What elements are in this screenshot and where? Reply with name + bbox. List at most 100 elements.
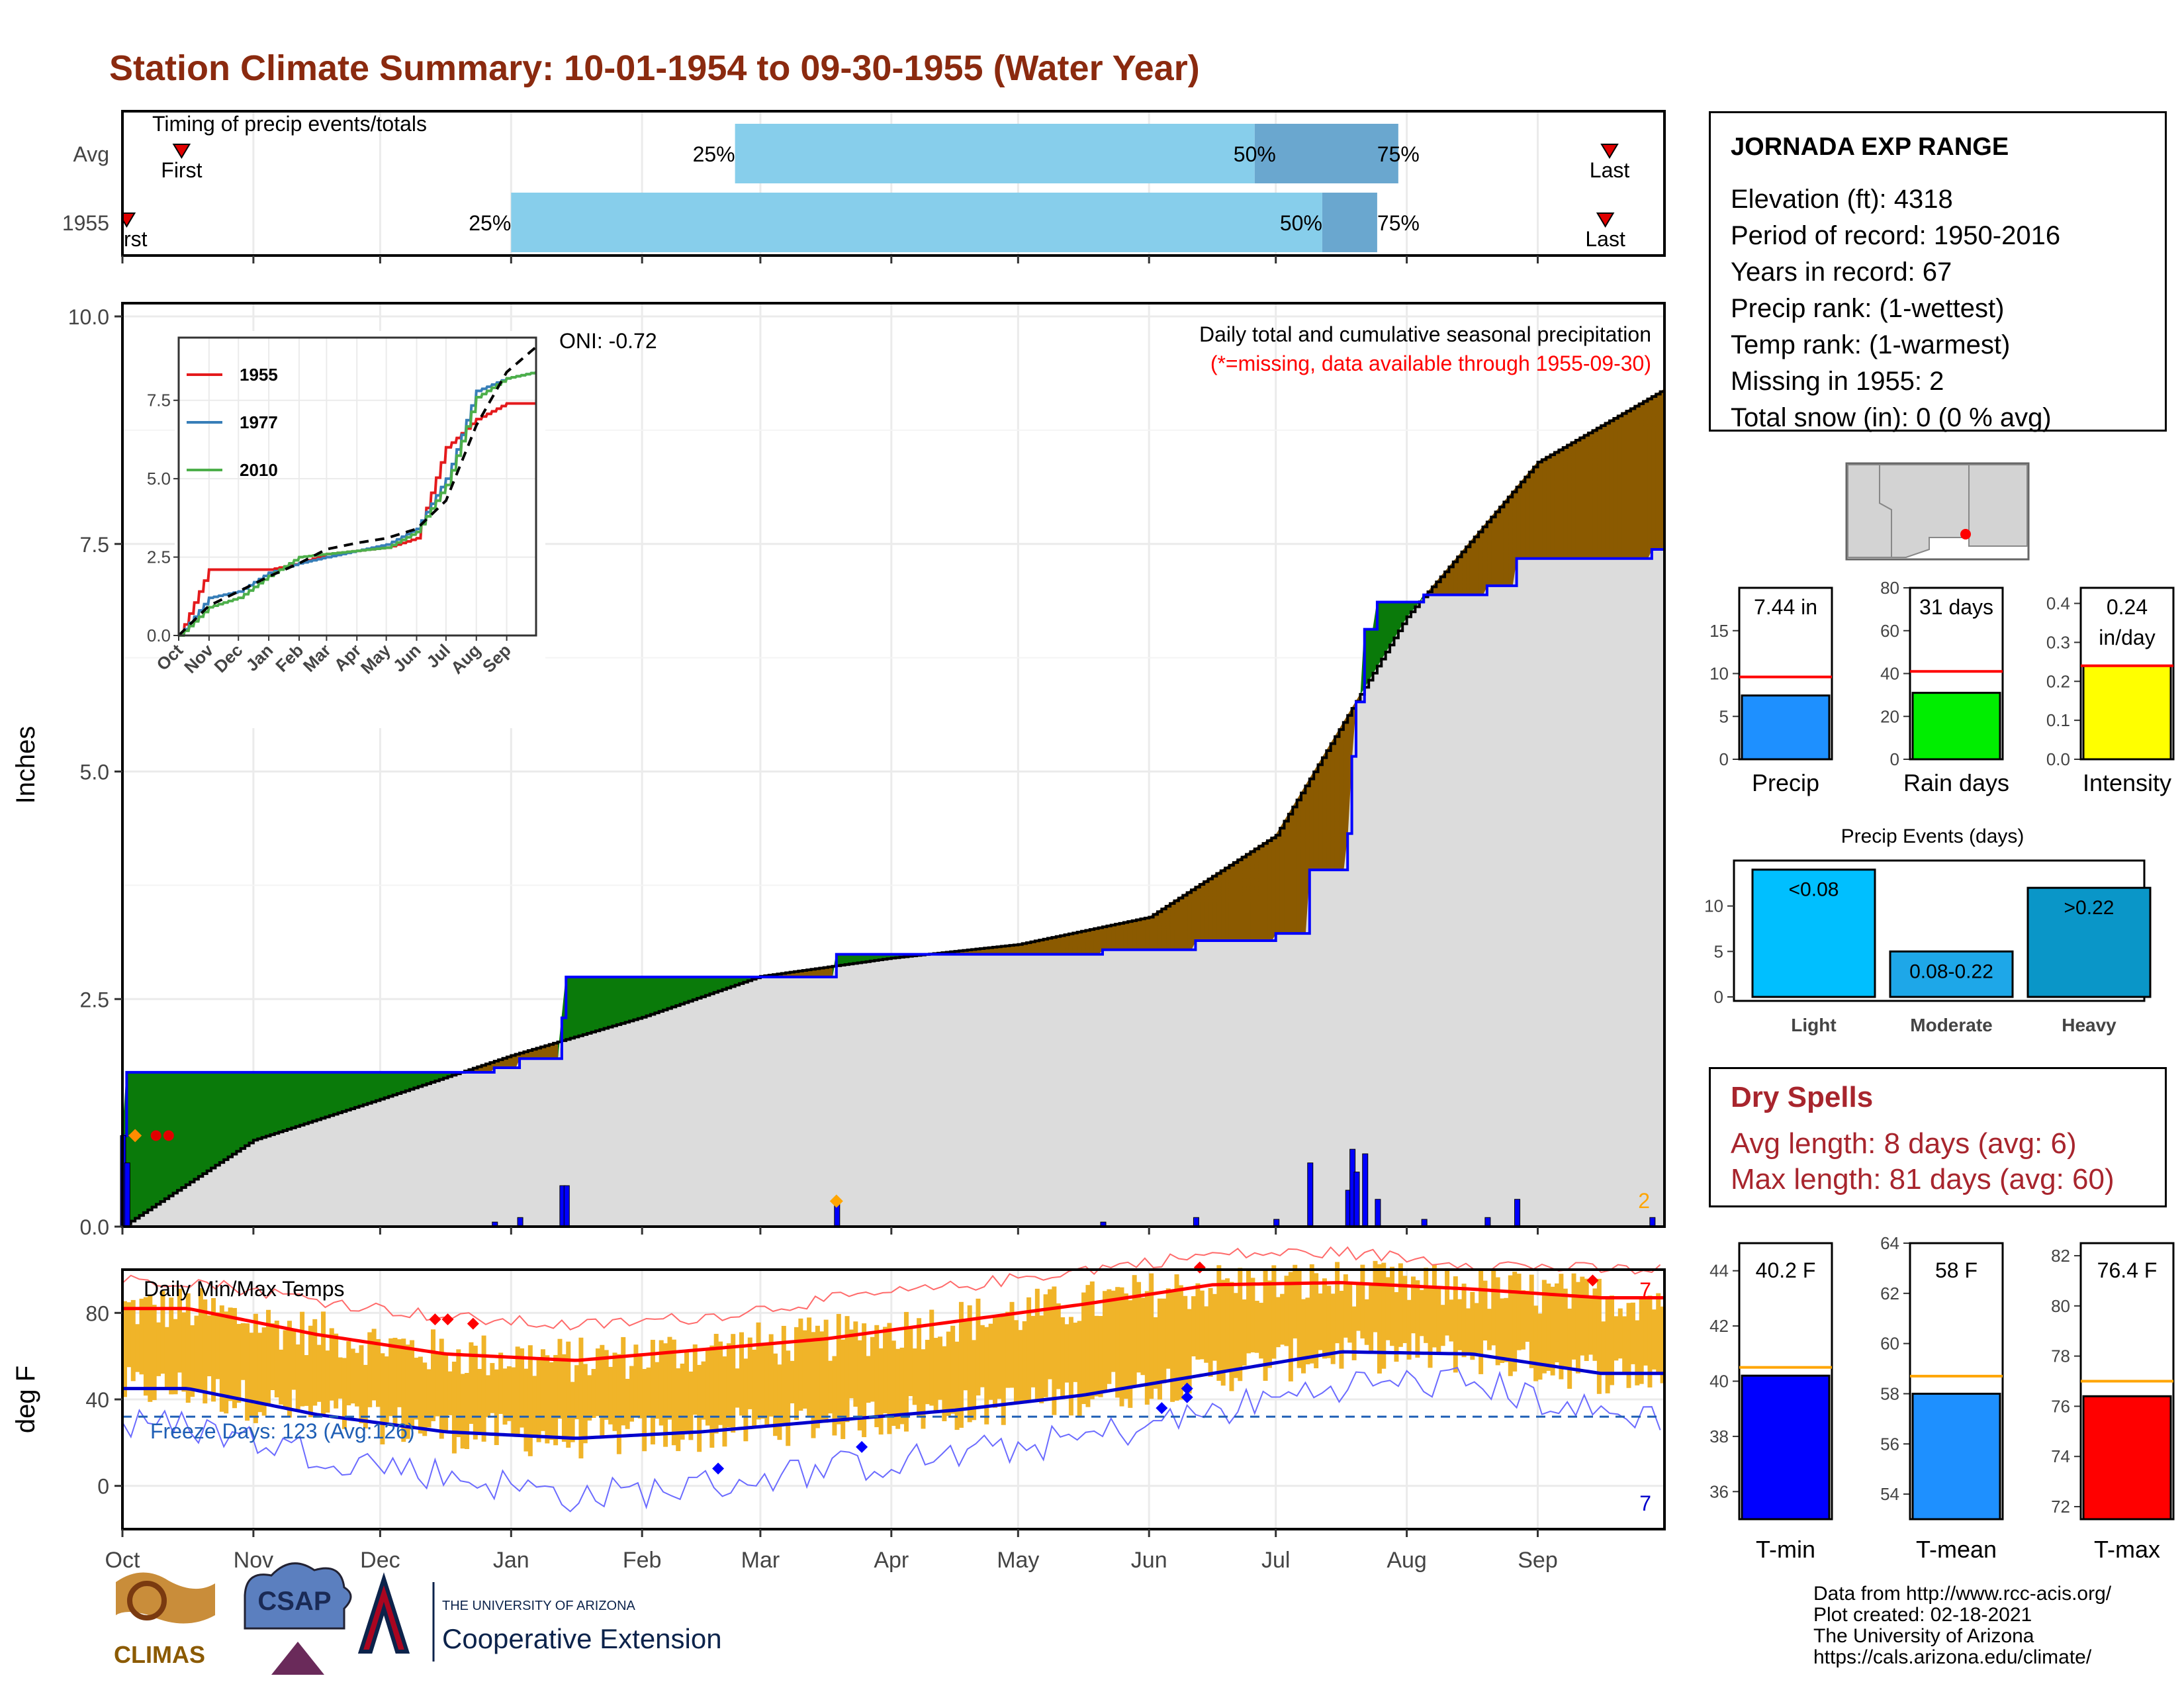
daily-temp-bar (950, 1325, 956, 1414)
daily-temp-bar (1541, 1280, 1547, 1374)
inset-bg (175, 331, 545, 728)
inset-y-tick-label: 5.0 (147, 469, 171, 489)
daily-temp-bar (642, 1369, 647, 1452)
station-missing: Missing in 1955: 2 (1731, 367, 1944, 396)
month-label: Jan (493, 1548, 529, 1573)
precip-summary-bar (2082, 665, 2172, 761)
dry-spells-max: Max length: 81 days (avg: 60) (1731, 1163, 2115, 1196)
daily-precip-bar (517, 1217, 523, 1227)
temp-summary-tick-label: 38 (1709, 1427, 1729, 1446)
station-elevation: Elevation (ft): 4318 (1731, 185, 1953, 214)
daily-temp-bar (1385, 1277, 1390, 1340)
daily-temp-bar (553, 1354, 559, 1446)
daily-temp-bar (1584, 1278, 1589, 1361)
temp-summary-tick-label: 62 (1880, 1284, 1899, 1303)
daily-temp-bar (938, 1336, 943, 1400)
missing-day-marker (128, 1129, 142, 1143)
daily-temp-bar (1537, 1313, 1543, 1380)
daily-temp-bar (929, 1309, 934, 1406)
daily-temp-bar (363, 1364, 368, 1429)
daily-temp-bar (1191, 1296, 1197, 1357)
daily-temp-bar (993, 1317, 997, 1408)
record-high-count: 7 (1639, 1278, 1651, 1302)
daily-temp-bar (802, 1330, 807, 1409)
daily-temp-bar (713, 1333, 719, 1434)
daily-temp-bar (1212, 1293, 1217, 1361)
missing-count: 2 (1638, 1189, 1650, 1213)
daily-temp-bar (794, 1327, 799, 1421)
daily-temp-bar (1293, 1264, 1298, 1338)
station-precip-rank: Precip rank: (1-wettest) (1731, 294, 2005, 323)
small-chart-tick-label: 20 (1880, 706, 1899, 726)
dry-spells-title: Dry Spells (1731, 1081, 1874, 1113)
temp-summary-tick-label: 72 (2051, 1497, 2070, 1517)
temp-y-axis-label: deg F (11, 1366, 40, 1433)
daily-temp-bar (1136, 1282, 1142, 1373)
daily-temp-bar (621, 1336, 626, 1426)
daily-temp-bar (177, 1288, 182, 1373)
avg-tmin-line (122, 1350, 1664, 1440)
station-snow: Total snow (in): 0 (0 % avg) (1731, 403, 2052, 432)
daily-temp-bar (1013, 1320, 1019, 1405)
daily-temp-bar (460, 1374, 465, 1449)
daily-precip-bar (834, 1203, 841, 1227)
daily-temp-bar (1242, 1299, 1247, 1366)
daily-temp-bar (300, 1311, 305, 1407)
daily-temp-bar (1305, 1297, 1310, 1365)
temp-summary-label: T-min (1756, 1536, 1815, 1563)
small-chart-tick-label: 40 (1880, 664, 1899, 684)
daily-temp-bar (958, 1301, 964, 1428)
daily-temp-bar (245, 1323, 250, 1421)
daily-temp-bar (731, 1334, 736, 1433)
daily-temp-bar (1571, 1273, 1576, 1360)
daily-temp-bar (498, 1352, 504, 1414)
small-chart-tick-label: 10 (1709, 664, 1729, 684)
small-chart-tick-label: 0 (1719, 749, 1729, 769)
daily-temp-bar (1216, 1265, 1222, 1381)
timing-bar-25-50 (511, 193, 1322, 252)
daily-temp-bar (435, 1351, 440, 1417)
daily-temp-bar (549, 1362, 554, 1440)
temp-summary-tick-label: 42 (1709, 1316, 1729, 1336)
precip-summary-value: 7.44 in (1754, 595, 1817, 619)
daily-temp-bar (908, 1328, 913, 1397)
month-label: Oct (105, 1548, 140, 1573)
station-location-marker (1960, 529, 1971, 539)
daily-temp-bar (811, 1332, 816, 1438)
daily-temp-bar (1165, 1288, 1171, 1369)
small-chart-tick-label: 80 (1880, 578, 1899, 598)
daily-temp-bar (726, 1343, 731, 1428)
daily-temp-bar (1555, 1283, 1560, 1363)
daily-temp-bar (520, 1348, 525, 1428)
timing-bar-25-50 (735, 124, 1255, 183)
daily-temp-bar (777, 1364, 782, 1440)
daily-temp-bar (1259, 1303, 1264, 1359)
university-logo-icon (357, 1572, 410, 1654)
daily-temp-bar (1128, 1300, 1133, 1408)
daily-precip-bar (1649, 1217, 1656, 1227)
daily-temp-bar (1445, 1268, 1450, 1336)
precip-events-title: Precip Events (days) (1841, 825, 2025, 847)
daily-temp-bar (722, 1356, 727, 1447)
daily-temp-bar (1115, 1287, 1120, 1398)
precip-event-category: Light (1791, 1015, 1836, 1035)
daily-temp-bar (527, 1345, 533, 1456)
precip-summary-label: Intensity (2083, 769, 2171, 796)
small-chart-tick-label: 0.2 (2046, 671, 2070, 691)
daily-temp-bar (1140, 1297, 1146, 1376)
daily-temp-bar (862, 1323, 867, 1438)
daily-temp-bar (1009, 1301, 1015, 1388)
daily-temp-bar (1275, 1297, 1281, 1348)
daily-temp-bar (1085, 1285, 1091, 1407)
daily-temp-bar (659, 1340, 664, 1426)
daily-temp-bar (667, 1336, 672, 1420)
precip-events-tick-label: 0 (1714, 987, 1723, 1007)
daily-temp-bar (1073, 1323, 1078, 1382)
daily-temp-bar (574, 1365, 580, 1420)
record-high-marker (429, 1313, 441, 1326)
daily-temp-bar (786, 1350, 791, 1446)
csap-logo-text: CSAP (257, 1587, 331, 1616)
temp-summary-label: T-mean (1916, 1536, 1997, 1563)
daily-temp-bar (1094, 1315, 1099, 1397)
daily-temp-bar (692, 1344, 698, 1415)
